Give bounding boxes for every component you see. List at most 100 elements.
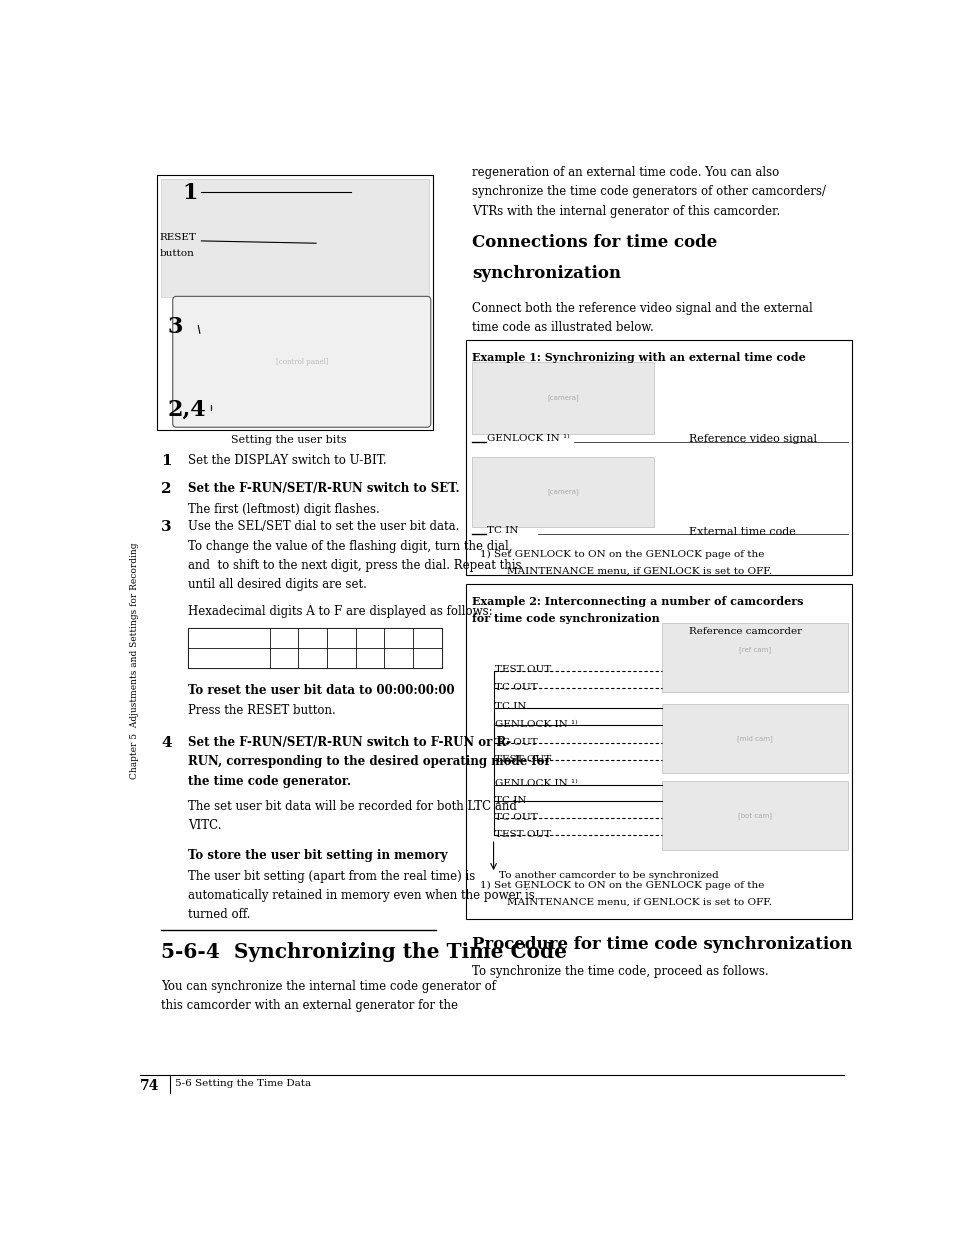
Text: 1: 1 bbox=[161, 454, 172, 468]
Text: Reference video signal: Reference video signal bbox=[688, 434, 816, 444]
Bar bbox=[465, 341, 851, 575]
Text: [camera]: [camera] bbox=[546, 394, 578, 402]
Text: C: C bbox=[337, 633, 345, 643]
Text: To change the value of the flashing digit, turn the dial,: To change the value of the flashing digi… bbox=[188, 540, 512, 552]
Text: Connect both the reference video signal and the external: Connect both the reference video signal … bbox=[472, 302, 812, 315]
Text: You can synchronize the internal time code generator of: You can synchronize the internal time co… bbox=[161, 980, 496, 993]
Text: 1) Set GENLOCK to ON on the GENLOCK page of the: 1) Set GENLOCK to ON on the GENLOCK page… bbox=[479, 550, 763, 559]
Text: 3: 3 bbox=[161, 520, 172, 535]
Text: b: b bbox=[309, 654, 315, 663]
Text: Set the F-RUN/SET/R-RUN switch to F-RUN or R-: Set the F-RUN/SET/R-RUN switch to F-RUN … bbox=[188, 736, 511, 749]
Text: for time code synchronization: for time code synchronization bbox=[472, 613, 659, 623]
Text: d: d bbox=[366, 654, 373, 663]
Text: TEST OUT: TEST OUT bbox=[495, 830, 551, 838]
FancyBboxPatch shape bbox=[172, 296, 431, 427]
Text: automatically retained in memory even when the power is: automatically retained in memory even wh… bbox=[188, 889, 535, 902]
Text: the time code generator.: the time code generator. bbox=[188, 775, 351, 787]
Text: GENLOCK IN ¹⁾: GENLOCK IN ¹⁾ bbox=[495, 779, 578, 789]
Text: this camcorder with an external generator for the: this camcorder with an external generato… bbox=[161, 999, 457, 1013]
Bar bbox=[327, 648, 355, 668]
Text: F: F bbox=[423, 654, 431, 663]
Text: [mid cam]: [mid cam] bbox=[736, 735, 772, 741]
Text: RUN, corresponding to the desired operating mode for: RUN, corresponding to the desired operat… bbox=[188, 755, 551, 769]
Text: To reset the user bit data to 00:00:00:00: To reset the user bit data to 00:00:00:0… bbox=[188, 684, 455, 697]
Text: B: B bbox=[309, 633, 316, 643]
Text: The user bit setting (apart from the real time) is: The user bit setting (apart from the rea… bbox=[188, 870, 475, 883]
Text: Chapter 5  Adjustments and Settings for Recording: Chapter 5 Adjustments and Settings for R… bbox=[131, 542, 139, 779]
Text: TC OUT: TC OUT bbox=[495, 683, 537, 692]
Text: Press the RESET button.: Press the RESET button. bbox=[188, 704, 335, 718]
Text: MAINTENANCE menu, if GENLOCK is set to OFF.: MAINTENANCE menu, if GENLOCK is set to O… bbox=[506, 898, 771, 907]
Text: regeneration of an external time code. You can also: regeneration of an external time code. Y… bbox=[472, 167, 779, 179]
Text: VITC.: VITC. bbox=[188, 820, 221, 832]
Bar bbox=[157, 175, 433, 429]
Text: Connections for time code: Connections for time code bbox=[472, 234, 717, 251]
Text: 3: 3 bbox=[167, 316, 182, 337]
Text: and  to shift to the next digit, press the dial. Repeat this: and to shift to the next digit, press th… bbox=[188, 559, 521, 572]
Text: Example 1: Synchronizing with an external time code: Example 1: Synchronizing with an externa… bbox=[472, 352, 804, 363]
Bar bbox=[661, 704, 847, 773]
Bar bbox=[188, 648, 270, 668]
Text: synchronization: synchronization bbox=[472, 265, 620, 282]
Text: RESET: RESET bbox=[159, 233, 196, 243]
Text: 4: 4 bbox=[161, 736, 172, 750]
Text: synchronize the time code generators of other camcorders/: synchronize the time code generators of … bbox=[472, 185, 825, 199]
Text: TEST OUT: TEST OUT bbox=[495, 666, 551, 674]
Bar bbox=[413, 648, 441, 668]
Text: A: A bbox=[280, 633, 288, 643]
Bar bbox=[298, 648, 327, 668]
Text: [control panel]: [control panel] bbox=[275, 358, 328, 366]
Bar bbox=[161, 179, 429, 297]
Bar bbox=[327, 628, 355, 648]
Text: C: C bbox=[337, 654, 345, 663]
Bar bbox=[384, 628, 413, 648]
Text: [camera]: [camera] bbox=[546, 489, 578, 495]
Text: A: A bbox=[280, 654, 288, 663]
Text: Use the SEL/SET dial to set the user bit data.: Use the SEL/SET dial to set the user bit… bbox=[188, 520, 459, 534]
Text: 2,4: 2,4 bbox=[167, 399, 206, 420]
Text: Procedure for time code synchronization: Procedure for time code synchronization bbox=[472, 937, 851, 953]
Bar bbox=[661, 623, 847, 692]
Text: Display: Display bbox=[210, 654, 248, 663]
Text: turned off.: turned off. bbox=[188, 908, 251, 922]
Text: Setting the user bits: Setting the user bits bbox=[231, 435, 347, 445]
Text: To synchronize the time code, proceed as follows.: To synchronize the time code, proceed as… bbox=[472, 964, 768, 978]
Text: 2: 2 bbox=[161, 481, 172, 496]
Text: VTRs with the internal generator of this camcorder.: VTRs with the internal generator of this… bbox=[472, 205, 780, 218]
Bar bbox=[270, 648, 298, 668]
Text: Hexadecimal digits A to F are displayed as follows:: Hexadecimal digits A to F are displayed … bbox=[188, 605, 493, 618]
Text: TEST OUT: TEST OUT bbox=[495, 755, 551, 764]
Text: Reference camcorder: Reference camcorder bbox=[688, 627, 801, 636]
Bar bbox=[355, 628, 384, 648]
Text: [ref cam]: [ref cam] bbox=[738, 647, 770, 653]
Text: 1) Set GENLOCK to ON on the GENLOCK page of the: 1) Set GENLOCK to ON on the GENLOCK page… bbox=[479, 881, 763, 889]
Bar bbox=[465, 585, 851, 919]
Text: until all desired digits are set.: until all desired digits are set. bbox=[188, 578, 367, 591]
Text: Set the F-RUN/SET/R-RUN switch to SET.: Set the F-RUN/SET/R-RUN switch to SET. bbox=[188, 481, 459, 495]
Text: 74: 74 bbox=[140, 1080, 159, 1093]
Text: E: E bbox=[395, 654, 402, 663]
Bar bbox=[413, 628, 441, 648]
Text: Example 2: Interconnecting a number of camcorders: Example 2: Interconnecting a number of c… bbox=[472, 596, 802, 607]
Text: E: E bbox=[395, 633, 402, 643]
Text: The set user bit data will be recorded for both LTC and: The set user bit data will be recorded f… bbox=[188, 800, 517, 812]
Text: F: F bbox=[423, 633, 431, 643]
Bar bbox=[298, 628, 327, 648]
Text: TC OUT: TC OUT bbox=[495, 738, 537, 746]
Text: GENLOCK IN ¹⁾: GENLOCK IN ¹⁾ bbox=[487, 433, 570, 443]
Bar bbox=[472, 362, 654, 434]
Text: D: D bbox=[365, 633, 374, 643]
Bar bbox=[384, 648, 413, 668]
Bar bbox=[270, 628, 298, 648]
Text: To another camcorder to be synchronized: To another camcorder to be synchronized bbox=[498, 871, 718, 880]
Bar bbox=[188, 628, 270, 648]
Text: 5-6-4  Synchronizing the Time Code: 5-6-4 Synchronizing the Time Code bbox=[161, 942, 566, 962]
Text: GENLOCK IN ¹⁾: GENLOCK IN ¹⁾ bbox=[495, 720, 578, 729]
Text: TC OUT: TC OUT bbox=[495, 814, 537, 822]
Text: time code as illustrated below.: time code as illustrated below. bbox=[472, 321, 653, 333]
Text: Hexadecimal: Hexadecimal bbox=[194, 633, 263, 643]
Text: TC IN: TC IN bbox=[487, 526, 518, 535]
Text: 5-6 Setting the Time Data: 5-6 Setting the Time Data bbox=[174, 1080, 311, 1088]
Text: To store the user bit setting in memory: To store the user bit setting in memory bbox=[188, 850, 447, 862]
Bar bbox=[355, 648, 384, 668]
